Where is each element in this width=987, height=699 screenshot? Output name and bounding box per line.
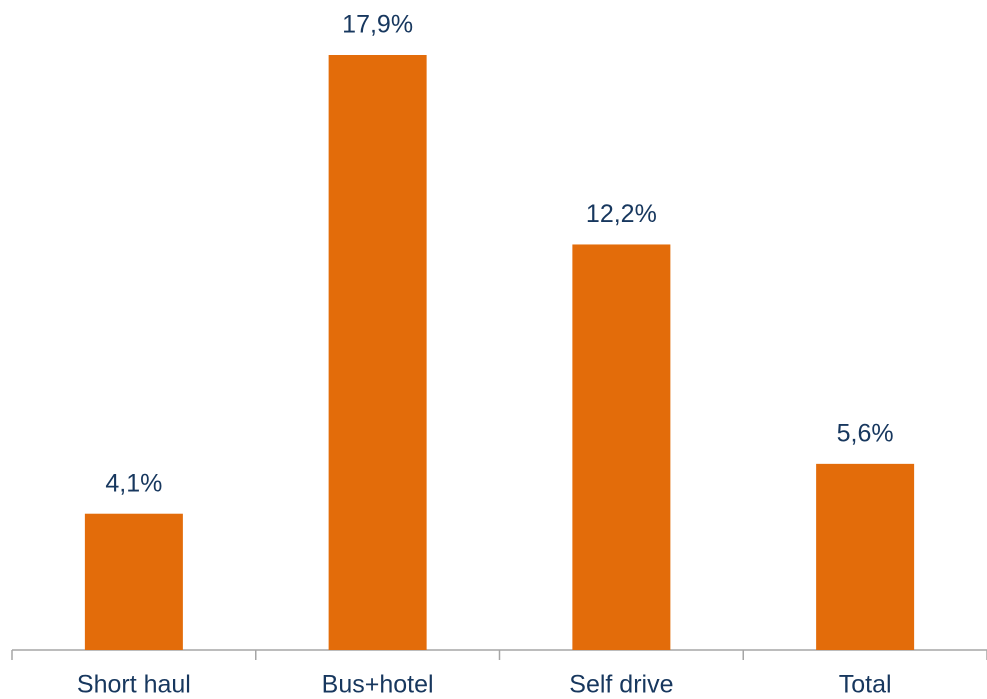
- x-tick-label: Self drive: [569, 671, 673, 699]
- bar: [816, 463, 915, 650]
- x-tick-label: Short haul: [77, 671, 191, 699]
- data-label: 12,2%: [586, 200, 657, 228]
- x-tick-label: Total: [839, 671, 892, 699]
- bar: [328, 55, 427, 650]
- data-label: 5,6%: [837, 419, 894, 447]
- data-label: 4,1%: [105, 469, 162, 497]
- bar: [572, 244, 671, 650]
- bar: [84, 513, 183, 650]
- data-label: 17,9%: [342, 11, 413, 39]
- x-tick-label: Bus+hotel: [322, 671, 434, 699]
